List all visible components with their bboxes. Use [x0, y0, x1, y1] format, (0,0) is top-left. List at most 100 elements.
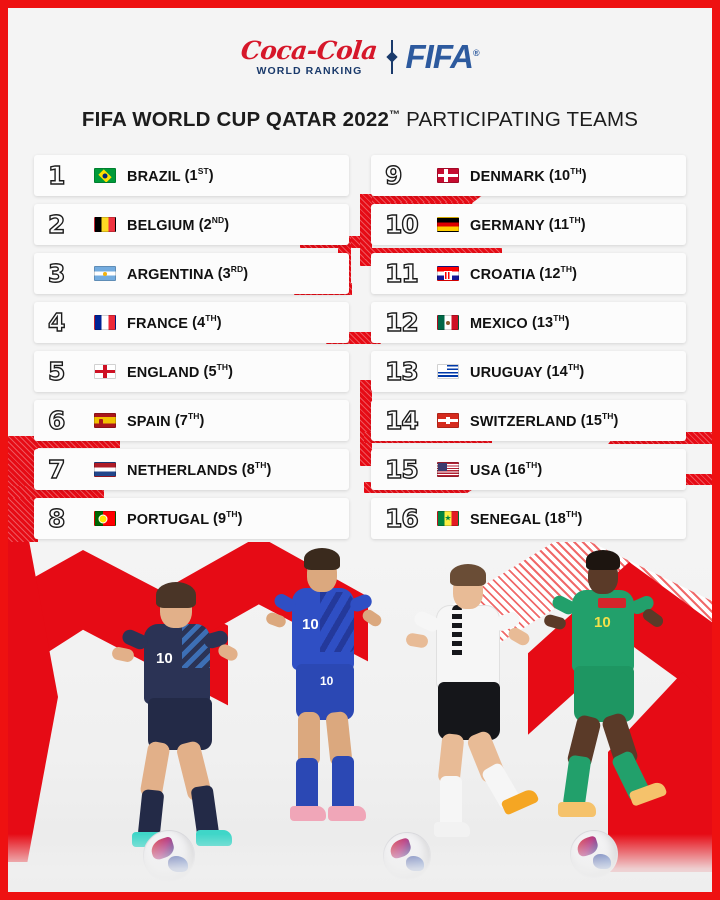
team-name: FRANCE [127, 315, 189, 332]
team-row[interactable]: 8 PORTUGAL (9TH) [34, 498, 349, 539]
player-senegal-forearm-left [542, 613, 568, 631]
team-row[interactable]: 14 SWITZERLAND (15TH) [371, 400, 686, 441]
team-name: CROATIA [470, 266, 536, 283]
flag-england-icon [94, 364, 116, 379]
team-name-label: FRANCE (4TH) [127, 314, 222, 332]
team-row[interactable]: 15 USA (16TH) [371, 449, 686, 490]
team-rank-number: 11 [384, 259, 419, 288]
team-rank-number: 12 [384, 308, 419, 337]
fifa-logo: FIFA® [405, 38, 480, 76]
team-rank-number: 2 [47, 210, 66, 239]
team-row[interactable]: 16 SENEGAL (18TH) [371, 498, 686, 539]
player-senegal-boot-left [558, 802, 596, 817]
team-rank-number: 5 [47, 357, 66, 386]
team-row[interactable]: 11 CROATIA (12TH) [371, 253, 686, 294]
team-world-position: (16TH) [500, 460, 543, 479]
fifa-wordmark: FIFA [405, 38, 474, 75]
team-name-label: ENGLAND (5TH) [127, 363, 233, 381]
player-senegal-hair [586, 550, 620, 570]
team-row[interactable]: 12 MEXICO (13TH) [371, 302, 686, 343]
player-usa-sock-right [332, 756, 354, 812]
team-name: SENEGAL [470, 511, 541, 528]
team-row[interactable]: 3 ARGENTINA (3RD) [34, 253, 349, 294]
team-world-position: (13TH) [527, 313, 570, 332]
coca-cola-tagline: WORLD RANKING [256, 64, 363, 77]
team-world-position: (9TH) [208, 509, 243, 528]
team-name-label: URUGUAY (14TH) [470, 363, 584, 381]
team-name-label: MEXICO (13TH) [470, 314, 570, 332]
team-name: MEXICO [470, 315, 528, 332]
page-title: FIFA WORLD CUP QATAR 2022™ PARTICIPATING… [8, 108, 712, 132]
team-rank-number: 1 [47, 161, 66, 190]
team-name: URUGUAY [470, 364, 543, 381]
flag-denmark-icon [437, 168, 459, 183]
player-senegal: 10 [538, 550, 688, 870]
team-rank-number: 8 [47, 504, 66, 533]
team-rank-number: 13 [384, 357, 419, 386]
team-world-position: (4TH) [188, 313, 222, 332]
team-rank-number: 10 [384, 210, 419, 239]
team-rank-number: 9 [384, 161, 403, 190]
team-name-label: ARGENTINA (3RD) [127, 265, 248, 283]
team-name-label: SENEGAL (18TH) [470, 510, 582, 528]
player-germany-kit-stripes [452, 605, 462, 657]
fifa-registered-mark: ® [473, 48, 480, 58]
team-name: DENMARK [470, 168, 545, 185]
team-name: GERMANY [470, 217, 545, 234]
player-usa-hair [304, 548, 340, 570]
player-usa-number: 10 [302, 616, 319, 633]
team-rank-number: 14 [384, 406, 419, 435]
player-usa-leg-left [298, 712, 320, 766]
poster-canvas: 10 10 [8, 8, 712, 892]
flag-senegal-icon [437, 511, 459, 526]
rankings-column-right: 9 DENMARK (10TH) 10 GERMANY (11TH) 11 CROATIA… [371, 155, 686, 547]
flag-croatia-icon [437, 266, 459, 281]
team-row[interactable]: 5 ENGLAND (5TH) [34, 351, 349, 392]
team-row[interactable]: 6 SPAIN (7TH) [34, 400, 349, 441]
team-row[interactable]: 1 BRAZIL (1ST) [34, 155, 349, 196]
team-row[interactable]: 13 URUGUAY (14TH) [371, 351, 686, 392]
team-row[interactable]: 7 NETHERLANDS (8TH) [34, 449, 349, 490]
team-name: ARGENTINA [127, 266, 214, 283]
team-world-position: (11TH) [544, 215, 586, 234]
team-row[interactable]: 4 FRANCE (4TH) [34, 302, 349, 343]
team-name: PORTUGAL [127, 511, 209, 528]
team-name: SPAIN [127, 413, 171, 430]
rankings-container: 1 BRAZIL (1ST) 2 BELGIUM (2ND) 3 ARGENTINA (3… [8, 155, 712, 547]
team-row[interactable]: 2 BELGIUM (2ND) [34, 204, 349, 245]
player-croatia-number: 10 [156, 650, 173, 667]
team-name-label: BELGIUM (2ND) [127, 216, 229, 234]
player-usa-shorts-number: 10 [320, 674, 334, 688]
player-usa-shorts [296, 664, 354, 720]
coca-cola-logo: Coca-Cola WORLD RANKING [240, 36, 379, 77]
team-row[interactable]: 9 DENMARK (10TH) [371, 155, 686, 196]
team-row[interactable]: 10 GERMANY (11TH) [371, 204, 686, 245]
team-world-position: (15TH) [576, 411, 619, 430]
team-name: ENGLAND [127, 364, 200, 381]
team-name: USA [470, 462, 501, 479]
team-rank-number: 4 [47, 308, 66, 337]
team-rank-number: 3 [47, 259, 66, 288]
player-germany-torso [436, 605, 500, 689]
player-senegal-shorts [574, 666, 634, 722]
team-name: NETHERLANDS [127, 462, 238, 479]
player-usa-boot-right [328, 806, 366, 821]
team-name-label: CROATIA (12TH) [470, 265, 577, 283]
player-germany-forearm-right [506, 625, 532, 648]
team-name: BELGIUM [127, 217, 195, 234]
player-germany [398, 562, 558, 872]
page-title-tm: ™ [389, 109, 401, 122]
player-usa: 10 10 [258, 548, 408, 868]
flag-brazil-icon [94, 168, 116, 183]
team-world-position: (2ND) [194, 215, 230, 234]
player-usa-kit-pattern [320, 592, 354, 652]
team-name-label: GERMANY (11TH) [470, 216, 586, 234]
decor-bar-right-lower [360, 380, 372, 466]
team-name-label: BRAZIL (1ST) [127, 167, 214, 185]
poster-header: Coca-Cola WORLD RANKING FIFA® FIFA WORLD… [8, 8, 712, 132]
team-name: SWITZERLAND [470, 413, 577, 430]
rankings-column-left: 1 BRAZIL (1ST) 2 BELGIUM (2ND) 3 ARGENTINA (3… [34, 155, 349, 547]
logo-lockup: Coca-Cola WORLD RANKING FIFA® [8, 34, 712, 80]
team-world-position: (12TH) [535, 264, 577, 283]
page-title-light: PARTICIPATING TEAMS [400, 108, 639, 131]
